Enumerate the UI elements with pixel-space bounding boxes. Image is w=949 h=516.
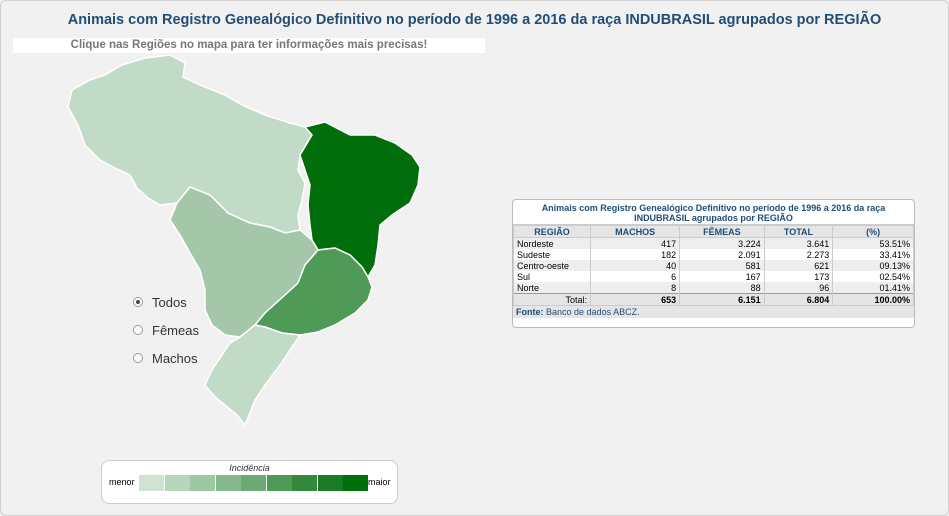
table-row: Sudeste 182 2.091 2.273 33.41%	[513, 249, 914, 260]
radio-todos[interactable]	[133, 297, 143, 307]
cell-percent: 53.51%	[832, 237, 914, 249]
cell-femeas: 581	[679, 260, 765, 271]
cell-femeas: 88	[679, 282, 765, 294]
total-label: Total:	[513, 293, 591, 305]
cell-total: 2.273	[763, 249, 834, 260]
table-total-row: Total: 653 6.151 6.804 100.00%	[513, 293, 914, 305]
incidence-legend: Incidência menor maior	[101, 460, 398, 504]
cell-machos: 40	[589, 260, 681, 271]
brazil-map	[67, 55, 421, 427]
map-hint: Clique nas Regiões no mapa para ter info…	[13, 38, 485, 53]
table-row: Nordeste 417 3.224 3.641 53.51%	[513, 237, 914, 249]
legend-swatch	[164, 475, 190, 491]
total-machos: 653	[589, 293, 681, 305]
table-row: Norte 8 88 96 01.41%	[513, 282, 914, 294]
legend-swatch	[317, 475, 343, 491]
page-title: Animais com Registro Genealógico Definit…	[67, 12, 882, 28]
table-row: Sul 6 167 173 02.54%	[513, 271, 914, 282]
table-title: Animais com Registro Genealógico Definit…	[513, 200, 914, 225]
legend-swatch	[266, 475, 292, 491]
source-label: Fonte:	[516, 307, 544, 317]
col-header-percent: (%)	[832, 225, 914, 238]
cell-percent: 02.54%	[832, 271, 914, 282]
filter-todos[interactable]: Todos	[133, 288, 199, 316]
cell-percent: 33.41%	[832, 249, 914, 260]
radio-femeas[interactable]	[133, 325, 143, 335]
col-header-machos: MACHOS	[589, 225, 681, 238]
legend-max-label: maior	[368, 477, 391, 487]
region-table: REGIÃO MACHOS FÊMEAS TOTAL (%) Nordeste …	[513, 225, 914, 305]
total-total: 6.804	[763, 293, 834, 305]
cell-machos: 417	[589, 237, 681, 249]
cell-regiao: Sudeste	[513, 249, 591, 260]
legend-swatch	[343, 475, 368, 491]
region-table-panel: Animais com Registro Genealógico Definit…	[512, 199, 915, 328]
cell-total: 3.641	[763, 237, 834, 249]
table-row: Centro-oeste 40 581 621 09.13%	[513, 260, 914, 271]
cell-total: 621	[763, 260, 834, 271]
total-percent: 100.00%	[832, 293, 914, 305]
filter-machos[interactable]: Machos	[133, 344, 199, 372]
col-header-total: TOTAL	[763, 225, 834, 238]
legend-color-scale	[139, 475, 369, 491]
legend-swatch	[292, 475, 317, 491]
filter-group: Todos Fêmeas Machos	[133, 288, 199, 372]
cell-femeas: 167	[679, 271, 765, 282]
cell-femeas: 2.091	[679, 249, 765, 260]
cell-machos: 6	[589, 271, 681, 282]
col-header-regiao: REGIÃO	[513, 225, 591, 238]
legend-min-label: menor	[109, 477, 135, 487]
cell-regiao: Centro-oeste	[513, 260, 591, 271]
map-region-nordeste[interactable]	[299, 121, 421, 279]
legend-swatch	[215, 475, 241, 491]
cell-regiao: Nordeste	[513, 237, 591, 249]
legend-swatch	[139, 475, 164, 491]
total-femeas: 6.151	[679, 293, 765, 305]
legend-title: Incidência	[229, 463, 270, 473]
filter-femeas[interactable]: Fêmeas	[133, 316, 199, 344]
cell-machos: 182	[589, 249, 681, 260]
cell-percent: 01.41%	[832, 282, 914, 294]
col-header-femeas: FÊMEAS	[679, 225, 765, 238]
cell-femeas: 3.224	[679, 237, 765, 249]
cell-total: 96	[763, 282, 834, 294]
filter-machos-label: Machos	[152, 350, 198, 366]
cell-percent: 09.13%	[832, 260, 914, 271]
map-region-sul[interactable]	[204, 324, 302, 427]
map-region-sudeste[interactable]	[253, 247, 373, 336]
radio-machos[interactable]	[133, 353, 143, 363]
legend-swatch	[190, 475, 215, 491]
source-text: Banco de dados ABCZ.	[546, 307, 640, 317]
table-source: Fonte: Banco de dados ABCZ.	[513, 305, 914, 318]
cell-machos: 8	[589, 282, 681, 294]
table-header-row: REGIÃO MACHOS FÊMEAS TOTAL (%)	[513, 225, 914, 238]
legend-swatch	[241, 475, 266, 491]
cell-regiao: Norte	[513, 282, 591, 294]
filter-todos-label: Todos	[152, 294, 187, 310]
cell-total: 173	[763, 271, 834, 282]
cell-regiao: Sul	[513, 271, 591, 282]
filter-femeas-label: Fêmeas	[152, 322, 199, 338]
